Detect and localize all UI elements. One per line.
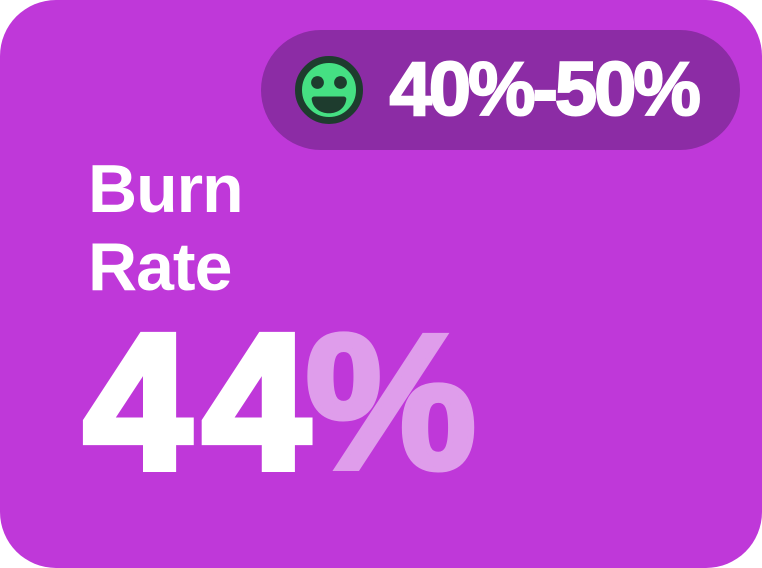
metric-value: 44 — [80, 294, 322, 509]
target-range-badge: 40%-50% — [261, 30, 740, 150]
metric-unit: % — [303, 294, 480, 509]
metric-value-row: 44 % — [80, 294, 480, 509]
target-range-label: 40%-50% — [388, 47, 702, 132]
metric-title: Burn Rate — [88, 151, 244, 305]
smiley-face-icon — [295, 56, 364, 124]
